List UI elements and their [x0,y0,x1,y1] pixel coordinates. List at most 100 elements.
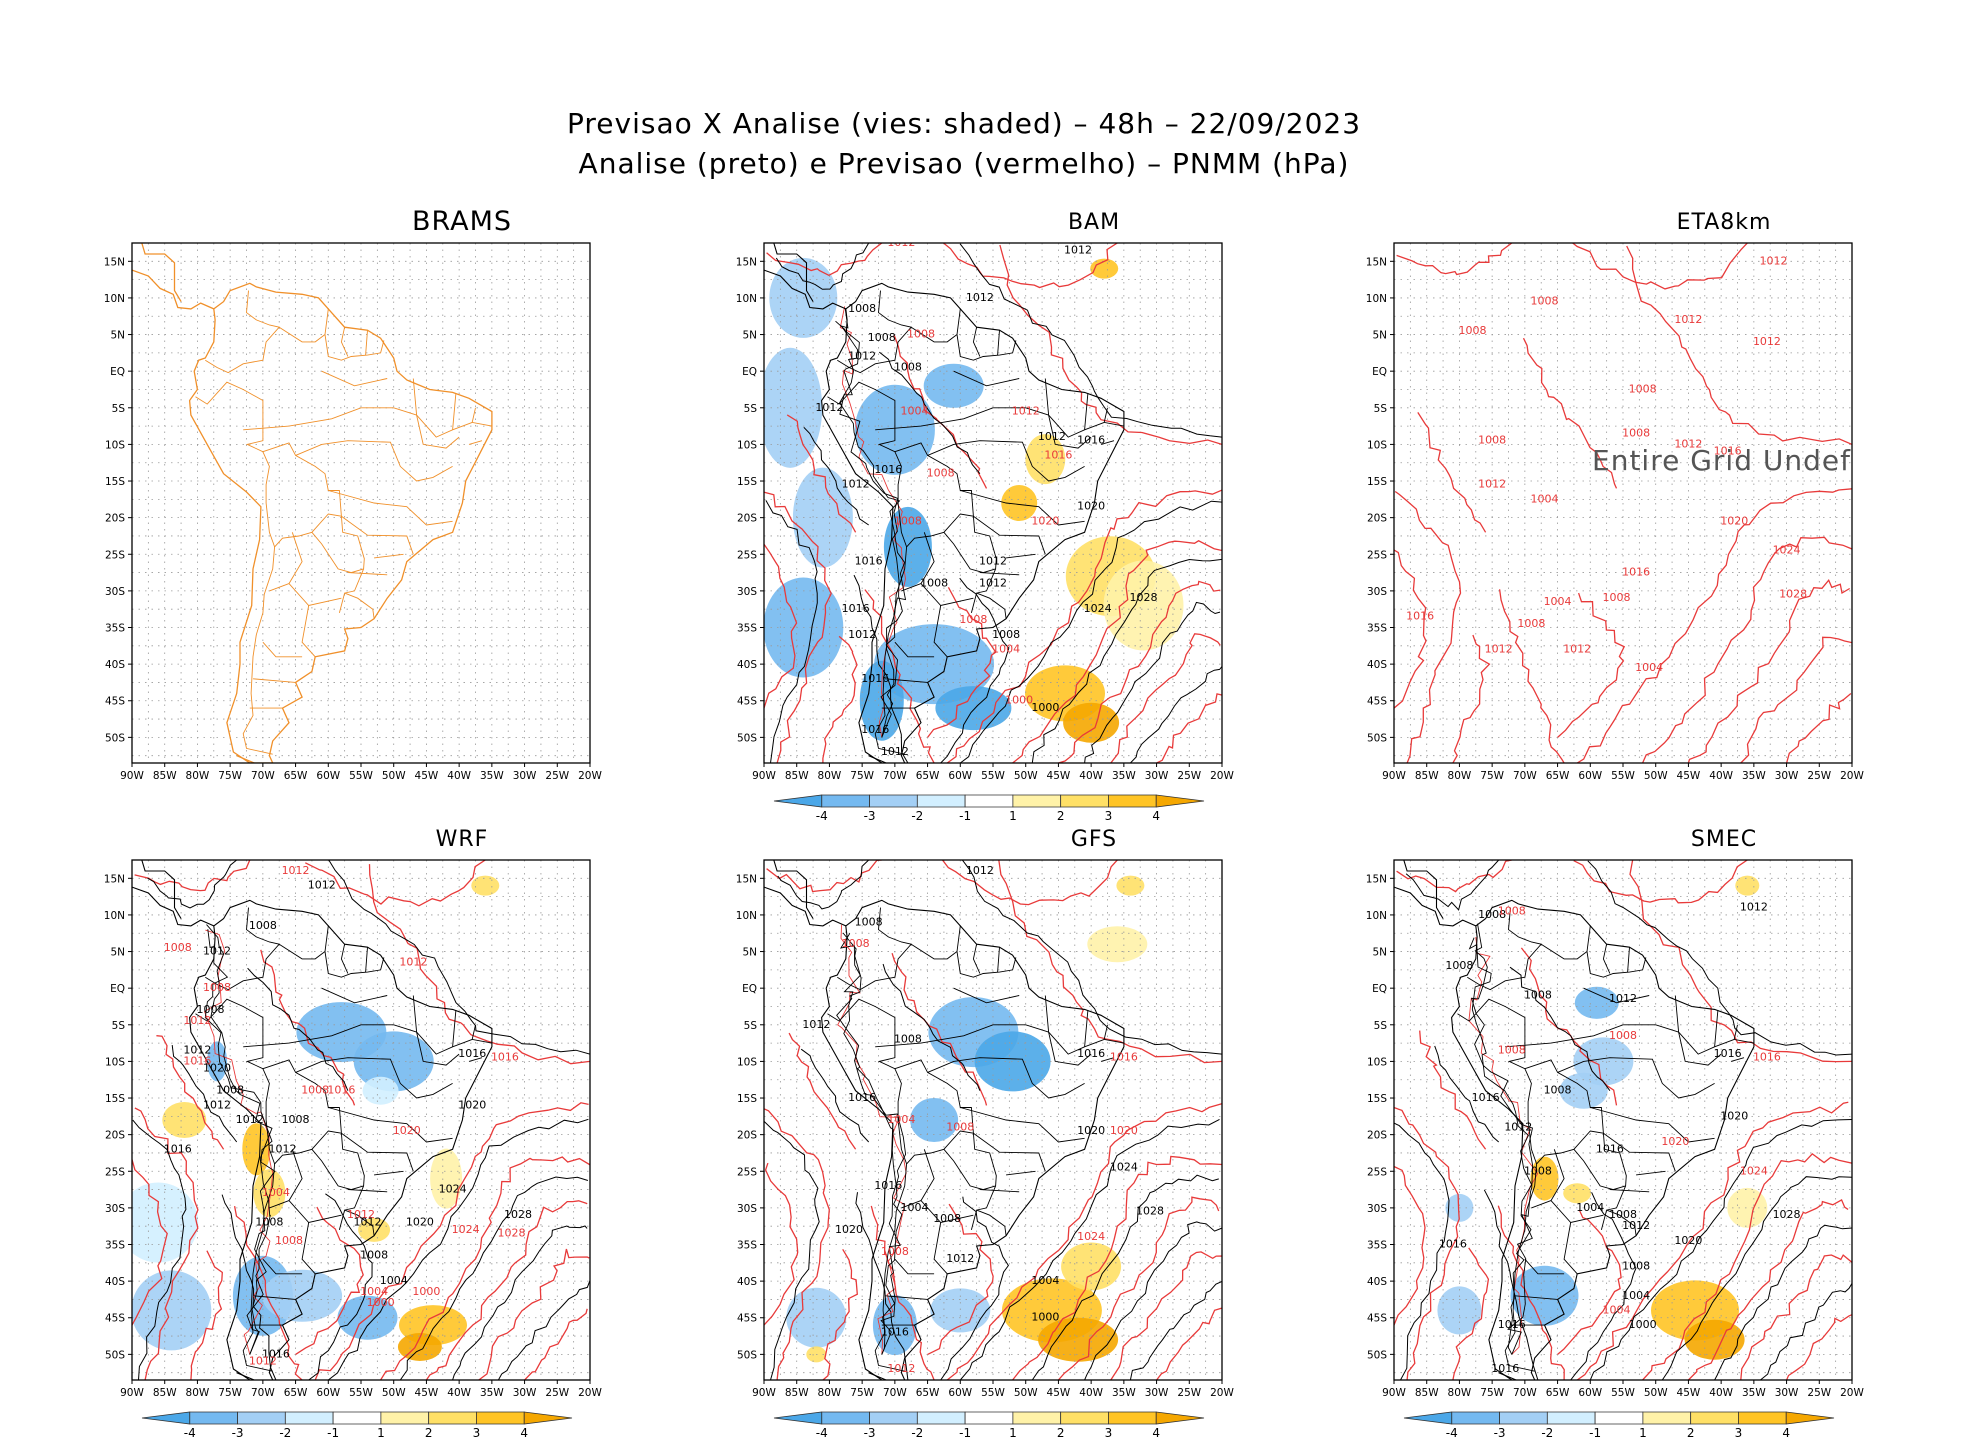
isobar-label: 1012 [1485,642,1513,655]
lon-tick-label: 80W [1448,1387,1472,1399]
colorbar-swatch [380,1411,430,1425]
isobar-label: 1016 [1714,445,1742,458]
forecast-isobar [1058,580,1221,763]
lat-tick-label: 10S [105,1056,125,1068]
coastline [764,243,1125,763]
lon-tick-label: 50W [1014,1387,1038,1399]
isobar-label: 1004 [1602,1303,1630,1316]
analysis-isobar [1130,665,1222,763]
colorbar-swatch [1012,794,1062,808]
isobar-label: 1020 [1720,1109,1748,1122]
colorbar-label: -1 [327,1426,339,1440]
forecast-isobar [822,635,858,763]
lon-tick-label: 20W [1840,1387,1864,1399]
isobar-label: 1012 [1759,254,1787,267]
lat-tick-label: 15S [105,1093,125,1105]
lon-tick-label: 45W [415,1387,439,1399]
isobar-label: 1012 [1753,335,1781,348]
lat-tick-label: 50S [737,732,757,744]
lat-tick-label: 45S [105,696,125,708]
analysis-isobar [765,500,818,763]
forecast-isobar [1576,488,1852,763]
forecast-isobar [1110,1251,1222,1380]
lon-tick-label: 70W [883,1387,907,1399]
analysis-isobar [803,426,869,526]
isobar-label: 1016 [327,1084,355,1097]
lon-tick-label: 40W [1079,770,1103,782]
analysis-isobar [328,860,590,1055]
bias-shade-area [910,1098,959,1142]
lat-tick-label: 20S [105,513,125,525]
bias-shade-area [764,347,823,468]
lon-tick-label: 25W [1807,770,1831,782]
lat-tick-label: 15N [736,256,757,268]
colorbar-label: -2 [1541,1426,1553,1440]
isobar-label: 1012 [1609,992,1637,1005]
lon-tick-label: 40W [1709,770,1733,782]
colorbar-swatch [1108,794,1157,808]
isobar-label: 1000 [1031,1311,1059,1324]
analysis-isobar [147,860,238,909]
analysis-isobar [775,243,870,290]
analysis-isobar [1714,1224,1852,1380]
forecast-isobar [1419,1030,1487,1150]
lat-tick-label: 25S [737,549,757,561]
isobar-label: 1008 [301,1084,329,1097]
lat-tick-label: 10S [737,1056,757,1068]
colorbar-label: 3 [1105,1426,1113,1440]
analysis-isobar [1031,558,1222,763]
forecast-isobar [1394,1165,1426,1326]
colorbar-label: -4 [184,1426,196,1440]
isobar-label: 1016 [874,463,902,476]
lon-tick-label: 85W [153,1387,177,1399]
analysis-isobar [1760,1283,1852,1380]
lon-tick-label: 55W [349,770,373,782]
lat-tick-label: 5N [742,330,757,342]
forecast-isobar [1522,337,1618,489]
bias-shade-area [1090,258,1119,279]
isobar-label: 1012 [842,478,870,491]
lon-tick-label: 85W [1415,1387,1439,1399]
colorbar: -4 -3 -2 -1 1 2 3 4 [773,1411,1205,1440]
colorbar-swatch [964,794,1014,808]
lon-tick-label: 25W [1177,770,1201,782]
lon-tick-label: 35W [1112,1387,1136,1399]
lat-tick-label: 25S [105,1166,125,1178]
bias-shade-area [1735,875,1760,896]
lon-tick-label: 70W [1513,1387,1537,1399]
panel-title: WRF [435,827,489,852]
colorbar-swatch [1108,1411,1157,1425]
lon-tick-label: 40W [447,770,471,782]
colorbar-swatch [821,794,870,808]
lat-tick-label: 30S [1367,1203,1387,1215]
lon-tick-label: 45W [415,770,439,782]
forecast-isobar [380,1156,590,1380]
isobar-label: 1020 [458,1098,486,1111]
lat-tick-label: 10N [736,910,757,922]
forecast-isobar [134,1107,199,1380]
lat-tick-label: EQ [742,366,757,378]
forecast-isobar [1417,412,1487,533]
lat-tick-label: 5S [1374,403,1388,415]
colorbar-label: 1 [1009,1426,1017,1440]
isobar-label: 1008 [1622,1259,1650,1272]
forecast-isobar [942,243,1118,289]
lon-tick-label: 45W [1047,1387,1071,1399]
colorbar-label: 2 [425,1426,433,1440]
isobar-label: 1012 [183,1043,211,1056]
lon-tick-label: 65W [1546,770,1570,782]
isobar-label: 1012 [249,1355,277,1368]
forecast-isobar [190,1250,223,1380]
lon-tick-label: 65W [916,1387,940,1399]
forecast-isobar [478,1248,590,1380]
lat-tick-label: 5N [110,947,125,959]
isobar-label: 1008 [249,919,277,932]
isobar-label: 1016 [855,555,883,568]
analysis-isobar [497,1279,590,1380]
analysis-isobar [1129,1280,1222,1380]
isobar-label: 1008 [1517,617,1545,630]
lon-tick-label: 35W [1742,770,1766,782]
colorbar-swatch [821,1411,870,1425]
forecast-isobar [425,1200,588,1380]
lat-tick-label: 5S [1374,1020,1388,1032]
